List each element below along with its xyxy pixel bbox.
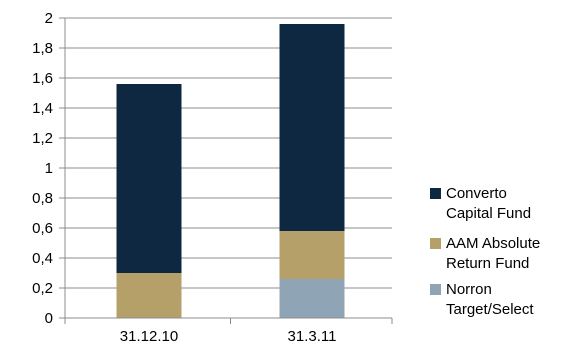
y-tick-label: 0 (45, 310, 53, 327)
legend-label: Return Fund (446, 255, 529, 272)
legend-swatch (430, 238, 441, 249)
bar-segment-converto-capital-fund (279, 24, 345, 231)
y-tick-label: 1 (45, 160, 53, 177)
legend-swatch (430, 284, 441, 295)
bar-segment-norron-target-select (279, 279, 345, 318)
y-tick-label: 1,8 (32, 40, 53, 57)
bar-segment-converto-capital-fund (116, 84, 182, 273)
legend-label: Norron (446, 281, 492, 298)
y-tick-label: 0,6 (32, 220, 53, 237)
legend-label: AAM Absolute (446, 235, 540, 252)
y-tick-label: 2 (45, 10, 53, 27)
y-tick-label: 1,6 (32, 70, 53, 87)
x-category-label: 31.3.11 (288, 328, 337, 345)
legend-swatch (430, 188, 441, 199)
legend-label: Capital Fund (446, 205, 531, 222)
x-category-label: 31.12.10 (120, 328, 178, 345)
legend-label: Converto (446, 185, 507, 202)
y-tick-label: 1,2 (32, 130, 53, 147)
y-tick-label: 1,4 (32, 100, 53, 117)
bar-segment-aam-absolute-return-fund (279, 231, 345, 279)
y-tick-label: 0,2 (32, 280, 53, 297)
y-tick-label: 0,4 (32, 250, 53, 267)
legend-label: Target/Select (446, 301, 534, 318)
y-tick-label: 0,8 (32, 190, 53, 207)
bar-segment-aam-absolute-return-fund (116, 273, 182, 318)
